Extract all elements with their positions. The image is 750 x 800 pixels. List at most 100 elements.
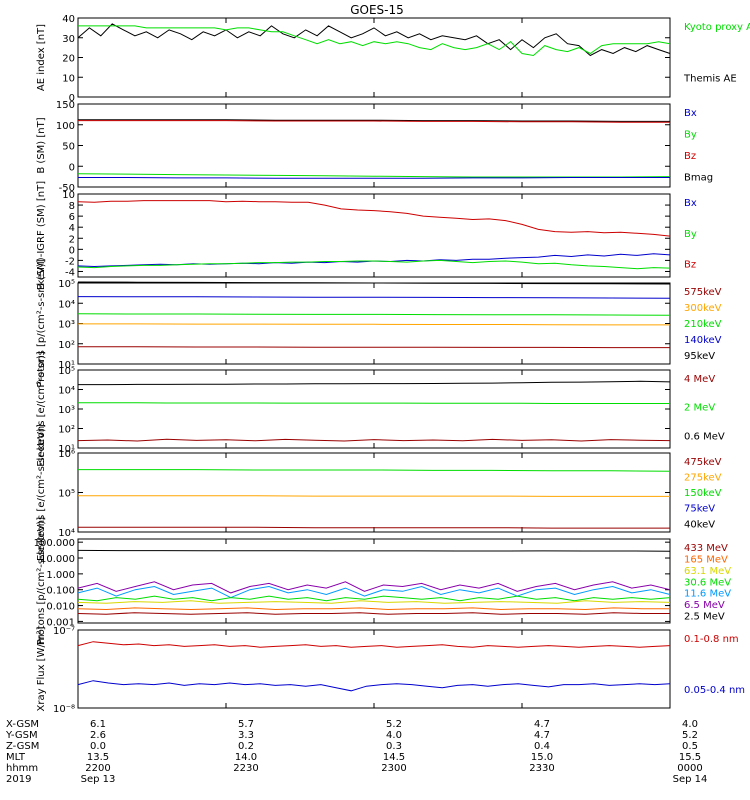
legend-entry: 4 MeV <box>684 374 715 385</box>
series-line-green <box>77 313 671 316</box>
chart-title: GOES-15 <box>350 3 404 17</box>
y-tick-label: 8 <box>69 201 75 212</box>
series-line-green <box>78 402 670 404</box>
series-line-black <box>77 281 671 285</box>
x-row-value: 15.0 <box>531 752 553 763</box>
legend-entry: 40keV <box>684 519 715 530</box>
y-tick-label: 10¹ <box>58 360 75 371</box>
y-tick-label: 1.000 <box>46 570 75 581</box>
x-row-value: 2330 <box>529 763 554 774</box>
y-tick-label: 10² <box>58 340 75 351</box>
legend-entry: Themis AE <box>683 74 737 85</box>
series-line-blue <box>77 296 671 299</box>
series-line-black <box>78 380 671 386</box>
series-line-darkred <box>77 438 671 442</box>
series-line-red <box>78 120 670 123</box>
x-row-value: 2200 <box>85 763 110 774</box>
series-line-blue <box>77 253 671 268</box>
panel-7: 0.001 0.010 0.100 1.000 10.000 100.000Protons… <box>34 517 732 645</box>
y-tick-label: 10¹ <box>58 444 75 455</box>
x-row-value: Sep 13 <box>81 774 116 785</box>
legend-entry: 11.6 MeV <box>684 589 731 600</box>
panel-6: 10⁴ 10⁵ 10⁶ Electrons [e/(cm²-s-sr-keV)] 475… <box>36 424 722 561</box>
y-tick-label: 4 <box>69 223 75 234</box>
panel-frame <box>77 629 671 709</box>
legend-entry: Kyoto proxy AE <box>684 22 750 33</box>
x-row-label: Y-GSM <box>5 730 38 741</box>
series-line-orange2 <box>77 607 670 611</box>
series-line-darkred <box>78 346 670 349</box>
y-tick-label: 0.001 <box>46 617 75 628</box>
y-tick-label: -50 <box>59 183 75 194</box>
legend-entry: 75keV <box>684 504 715 515</box>
y-tick-label: 10.000 <box>40 554 75 565</box>
panel-frame <box>77 538 671 624</box>
series-line-green <box>78 469 671 472</box>
y-tick-label: 40 <box>62 14 75 25</box>
y-axis-label: Electrons [e/(cm²-s-sr-keV)] <box>36 424 47 561</box>
x-row-label: 2019 <box>6 774 31 785</box>
series-line-red <box>77 641 671 648</box>
legend-entry: 575keV <box>684 287 722 298</box>
legend-entry: Bmag <box>684 173 713 184</box>
y-tick-label: 10⁵ <box>58 366 75 377</box>
legend-entry: 475keV <box>684 457 722 468</box>
legend-entry: 300keV <box>684 303 722 314</box>
x-row-value: 0.0 <box>90 741 106 752</box>
x-row-value: 0000 <box>677 763 702 774</box>
y-tick-label: 0.010 <box>46 602 75 613</box>
x-row-value: 0.5 <box>682 741 698 752</box>
legend-entry: Bx <box>684 198 697 209</box>
legend-entry: 275keV <box>684 473 722 484</box>
y-axis-label: Xray Flux [W/m²] <box>36 626 47 711</box>
legend-entry: 0.6 MeV <box>684 431 725 442</box>
legend-entry: Bz <box>684 260 696 271</box>
y-tick-label: 10⁶ <box>58 449 75 460</box>
series-line-darkred <box>78 526 670 529</box>
panel-1: 0 10 20 30 40 AE index [nT] Kyoto proxy AE Them… <box>36 14 750 104</box>
x-row-label: MLT <box>6 752 26 763</box>
x-row-value: 4.7 <box>534 730 550 741</box>
series-line-blue <box>77 680 671 692</box>
y-tick-label: 10³ <box>58 405 75 416</box>
legend-entry: Bz <box>684 151 696 162</box>
legend-entry: 95keV <box>684 351 715 362</box>
y-tick-label: 100 <box>56 121 75 132</box>
x-row-value: 5.2 <box>682 730 698 741</box>
y-tick-label: 0.100 <box>46 586 75 597</box>
x-row-value: 5.7 <box>238 719 254 730</box>
y-tick-label: 30 <box>62 34 75 45</box>
x-row-value: 13.5 <box>87 752 109 763</box>
legend-entry: 0.05-0.4 nm <box>684 685 745 696</box>
x-row-value: 0.4 <box>534 741 550 752</box>
panel-frame <box>77 17 671 98</box>
x-row-value: 4.7 <box>534 719 550 730</box>
series-line-green <box>77 173 671 178</box>
x-row-value: 4.0 <box>386 730 402 741</box>
series-line-black <box>77 23 671 57</box>
legend-entry: 6.5 MeV <box>684 600 725 611</box>
x-row-label: hhmm <box>6 763 38 774</box>
panel-4: 10¹ 10² 10³ 10⁴ 10⁵ Protons [p/(cm²-s-sr-keV)… <box>36 259 722 387</box>
legend-entry: 150keV <box>684 488 722 499</box>
legend-entry: 2.5 MeV <box>684 612 725 623</box>
y-tick-label: 10⁵ <box>58 489 75 500</box>
panel-2: -50 0 50 100 150 B (SM) [nT] Bx By Bz Bmag <box>36 100 713 194</box>
legend-entry: 2 MeV <box>684 403 715 414</box>
y-tick-label: -2 <box>65 256 75 267</box>
series-line-cyan <box>77 585 671 599</box>
y-axis-label: AE index [nT] <box>36 24 47 91</box>
series-line-darkred <box>77 612 670 615</box>
panel-5: 10¹ 10² 10³ 10⁴ 10⁵ Electrons [e/(cm²-s-sr)] 4… <box>36 351 725 467</box>
y-tick-label: 10⁻⁷ <box>53 626 75 637</box>
y-tick-label: 10³ <box>58 320 75 331</box>
legend-entry: 140keV <box>684 335 722 346</box>
legend-entry: 433 MeV <box>684 543 728 554</box>
y-tick-label: 50 <box>62 142 75 153</box>
y-tick-label: 0 <box>69 245 75 256</box>
y-tick-label: 2 <box>69 234 75 245</box>
y-axis-label: Protons [p/(cm²-s-sr-keV)] <box>36 259 47 387</box>
legend-entry: 210keV <box>684 319 722 330</box>
